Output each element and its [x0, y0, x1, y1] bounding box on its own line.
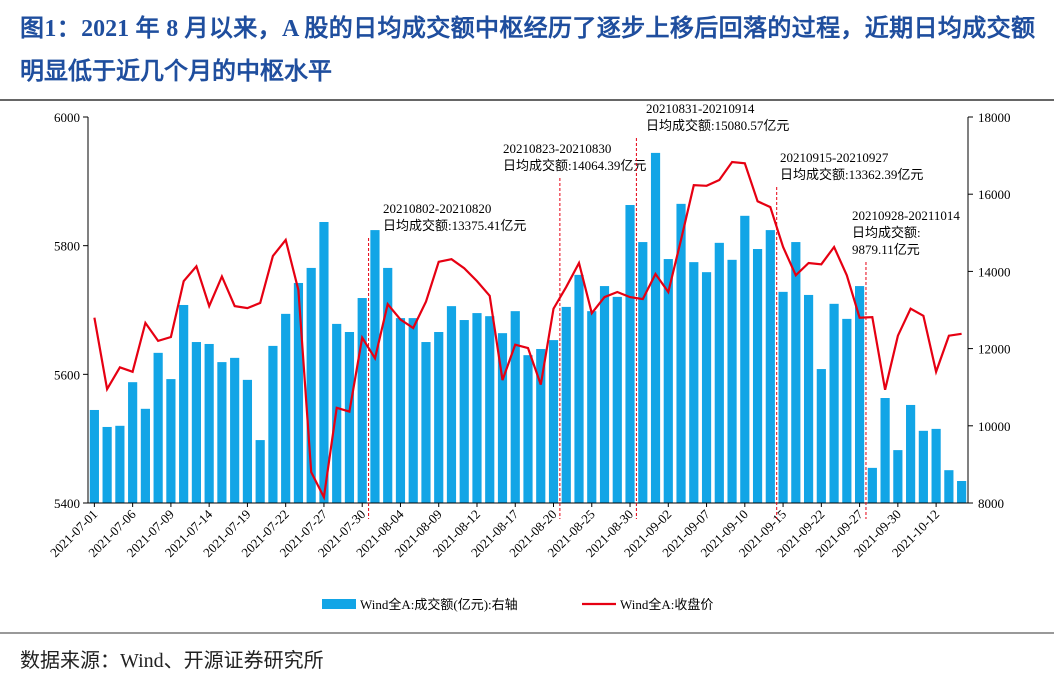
legend-label: Wind全A:成交额(亿元):右轴 [360, 597, 518, 612]
bar [306, 267, 316, 503]
source: 数据来源：Wind、开源证券研究所 [20, 650, 324, 672]
bar [561, 306, 571, 503]
legend-label: Wind全A:收盘价 [620, 597, 713, 612]
bar [536, 348, 546, 503]
bar [268, 345, 278, 503]
chart-title: 图1：2021 年 8 月以来，A 股的日均成交额中枢经历了逐步上移后回落的过程… [20, 16, 1035, 85]
bar [395, 318, 406, 503]
bar [472, 313, 482, 503]
bar [957, 480, 967, 503]
bar [803, 294, 814, 503]
bar [918, 430, 928, 503]
line [93, 160, 962, 501]
bar [510, 311, 520, 503]
annotation: 日均成交额: [852, 225, 921, 240]
y2-tick-label: 8000 [978, 496, 1004, 511]
bar [497, 333, 508, 503]
bar [740, 215, 750, 504]
bar [523, 355, 533, 503]
bar [880, 398, 890, 503]
bar [931, 428, 941, 503]
bar [714, 242, 724, 503]
bar [446, 306, 457, 503]
bar [102, 426, 112, 503]
y-tick-label: 5400 [54, 496, 80, 511]
bar [855, 286, 865, 503]
bar [867, 467, 877, 503]
bar [179, 304, 189, 503]
bar [293, 282, 304, 503]
annotation: 日均成交额:14064.39亿元 [503, 158, 646, 173]
bar [485, 316, 495, 503]
annotation: 20210802-20210820 [383, 201, 491, 216]
bar [153, 352, 163, 503]
bar [638, 242, 648, 503]
bar [230, 357, 240, 503]
bar [752, 249, 763, 503]
bar [548, 340, 559, 503]
bar [701, 272, 712, 503]
y2-tick-label: 16000 [978, 187, 1011, 202]
bar [650, 152, 661, 503]
annotation: 20210915-20210927 [780, 150, 889, 165]
bar [842, 318, 852, 503]
bar [434, 332, 444, 503]
bar [140, 408, 150, 503]
bar [663, 259, 673, 503]
bar [574, 274, 584, 503]
y-tick-label: 6000 [54, 110, 80, 125]
bar [370, 230, 380, 503]
annotation: 9879.11亿元 [852, 242, 920, 257]
y-tick-label: 5600 [54, 367, 80, 382]
annotation: 日均成交额:13362.39亿元 [780, 167, 923, 182]
annotation: 20210823-20210830 [503, 141, 611, 156]
bar [791, 242, 801, 503]
bar [344, 332, 355, 503]
bar [217, 362, 227, 503]
bar [906, 404, 916, 503]
annotation: 20210831-20210914 [646, 101, 755, 116]
bar [383, 267, 393, 503]
bar [625, 205, 635, 503]
annotation: 20210928-20211014 [852, 208, 960, 223]
bar [778, 291, 788, 503]
bar [727, 259, 737, 503]
bar [421, 342, 431, 503]
bar [357, 298, 367, 503]
bar [816, 369, 826, 503]
bar [319, 221, 329, 503]
bar [128, 382, 138, 503]
bar [191, 342, 201, 503]
annotation: 日均成交额:15080.57亿元 [646, 118, 789, 133]
bar [829, 303, 839, 503]
bar [115, 425, 125, 503]
bar [242, 379, 253, 503]
bar [944, 470, 954, 503]
bar [765, 230, 775, 503]
y2-tick-label: 10000 [978, 419, 1011, 434]
bar [89, 409, 99, 503]
bar [255, 440, 265, 503]
bar [204, 343, 214, 503]
bar [612, 296, 622, 503]
bar [281, 313, 291, 503]
annotation: 日均成交额:13375.41亿元 [383, 218, 526, 233]
bar [166, 379, 176, 503]
y-tick-label: 5800 [54, 239, 80, 254]
y2-tick-label: 14000 [978, 264, 1011, 279]
bar [408, 318, 418, 503]
y2-tick-label: 18000 [978, 110, 1011, 125]
bar [587, 311, 597, 503]
legend-swatch [322, 599, 356, 609]
y2-tick-label: 12000 [978, 342, 1011, 357]
bar [599, 286, 610, 503]
bar [459, 320, 469, 503]
bar [689, 262, 699, 503]
bar [893, 450, 903, 503]
bar [676, 203, 686, 503]
